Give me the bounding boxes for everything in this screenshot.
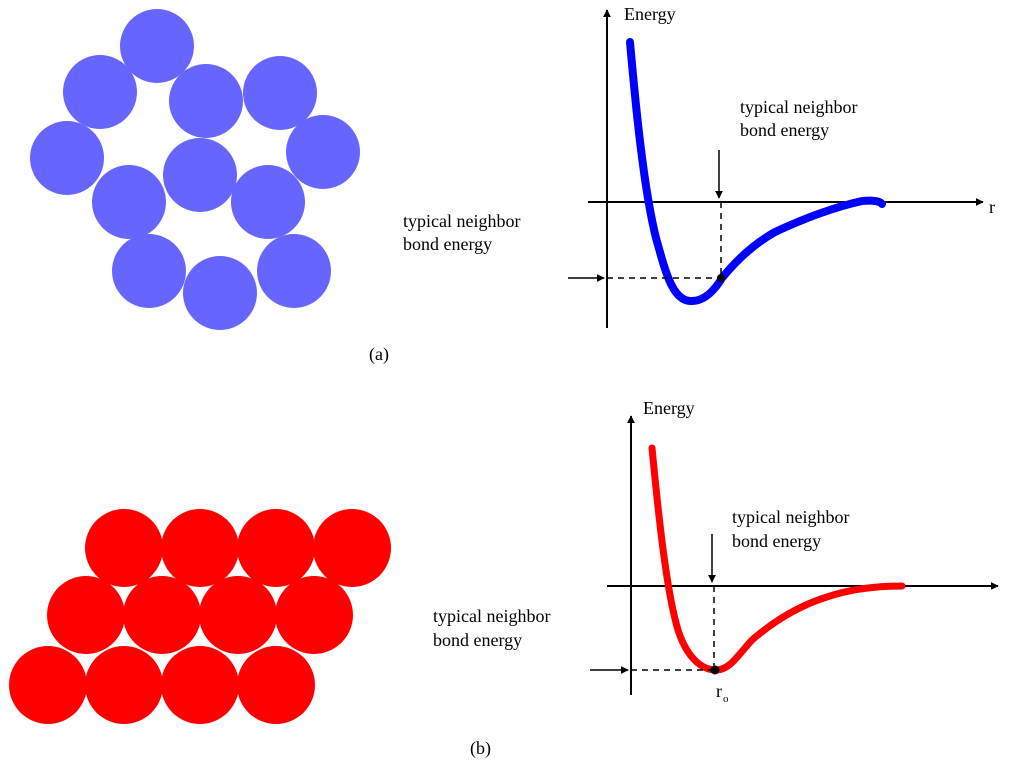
equilibrium-point [717,274,725,282]
atom [47,576,125,654]
side-label-line1: typical neighbor [403,211,520,231]
atom [112,234,186,308]
equilibrium-point [710,665,720,675]
atom [63,55,137,129]
atom [169,64,243,138]
side-label-line1: typical neighbor [433,606,550,626]
arrow-label-line2: bond energy [740,120,829,140]
atom [275,576,353,654]
atom [85,646,163,724]
panel-a-atoms [30,9,360,330]
atom [231,165,305,239]
x-axis-label: r [989,197,995,217]
panel-a-graph: Energy r typical neighbor bond energy ty… [403,4,995,328]
atom [183,256,257,330]
atom [163,138,237,212]
arrow-label-line1: typical neighbor [740,97,857,117]
atom [313,509,391,587]
atom [237,646,315,724]
side-label-line2: bond energy [403,234,492,254]
arrow-label-line2: bond energy [732,531,821,551]
arrow-label-line1: typical neighbor [732,507,849,527]
atom [92,165,166,239]
y-axis-label: Energy [624,4,676,24]
side-label-line2: bond energy [433,630,522,650]
caption-b: (b) [470,738,491,759]
atom [9,646,87,724]
energy-curve [648,444,906,674]
atom [123,576,201,654]
atom [237,509,315,587]
panel-b-graph: Energy typical neighbor bond energy typi… [433,398,999,705]
caption-a: (a) [369,344,389,365]
atom [30,121,104,195]
energy-curve [626,38,886,305]
y-axis-label: Energy [643,398,695,418]
atom [199,576,277,654]
atom [257,234,331,308]
r0-label: ro [716,681,729,705]
atom [161,646,239,724]
atom [161,509,239,587]
atom [120,9,194,83]
atom [85,509,163,587]
atom [286,115,360,189]
panel-b-atoms [9,509,391,724]
r0-subscript: o [723,693,729,705]
r0-main: r [716,681,722,701]
atom [243,56,317,130]
